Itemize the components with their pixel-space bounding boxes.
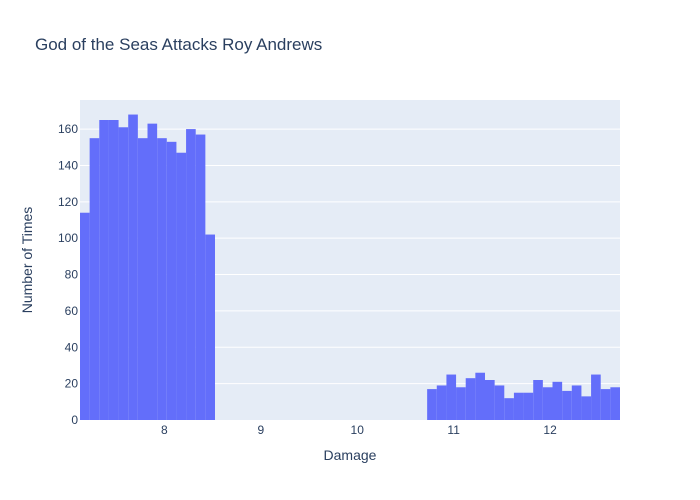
x-tick-label: 12 (543, 423, 557, 437)
histogram-bar (446, 374, 457, 420)
y-tick-label: 100 (58, 231, 78, 245)
y-tick-label: 120 (58, 195, 78, 209)
x-tick-label: 8 (161, 423, 168, 437)
histogram-bar (610, 387, 620, 420)
histogram-bar (591, 374, 601, 420)
x-tick-label: 9 (257, 423, 264, 437)
histogram-bar (571, 385, 582, 420)
histogram-bar (485, 380, 495, 420)
histogram-bar (465, 378, 476, 420)
x-axis-ticks: 8 9 10 11 12 (161, 423, 557, 437)
histogram-bar (600, 389, 611, 420)
histogram-bar (562, 390, 572, 420)
histogram-bar (436, 385, 447, 420)
y-tick-label: 40 (65, 340, 79, 354)
y-axis-title: Number of Times (19, 207, 35, 314)
histogram-bar (118, 127, 129, 420)
histogram-bar (128, 114, 138, 420)
histogram-bars (80, 114, 620, 421)
histogram-bar (186, 129, 196, 420)
histogram-bar (195, 134, 206, 420)
histogram-bar (108, 120, 119, 420)
y-axis-ticks: 0 20 40 60 80 100 120 140 160 (58, 122, 78, 427)
y-tick-label: 80 (65, 268, 79, 282)
histogram-bar (137, 138, 148, 420)
y-tick-label: 20 (65, 377, 79, 391)
histogram-bar (513, 392, 524, 420)
histogram-bar (456, 387, 466, 420)
histogram-bar (147, 123, 158, 421)
y-tick-label: 60 (65, 304, 79, 318)
histogram-bar (475, 372, 485, 420)
y-tick-label: 0 (71, 413, 78, 427)
histogram-bar (427, 389, 437, 420)
histogram-bar (205, 234, 215, 420)
histogram-bar (542, 387, 553, 420)
y-tick-label: 140 (58, 158, 78, 172)
histogram-bar (99, 120, 109, 420)
histogram-bar (552, 381, 563, 420)
histogram-bar (504, 398, 514, 420)
histogram-bar (533, 380, 543, 420)
x-tick-label: 10 (351, 423, 365, 437)
histogram-bar (89, 138, 100, 420)
histogram-bar (176, 152, 187, 420)
histogram-bar (523, 392, 534, 420)
histogram-bar (157, 138, 167, 420)
chart-title: God of the Seas Attacks Roy Andrews (35, 35, 322, 54)
x-axis-title: Damage (324, 447, 377, 463)
x-tick-label: 11 (447, 423, 460, 437)
histogram-bar (494, 385, 505, 420)
y-tick-label: 160 (58, 122, 78, 136)
histogram-bar (581, 396, 592, 420)
histogram-bar (80, 212, 90, 420)
histogram-bar (166, 141, 177, 420)
